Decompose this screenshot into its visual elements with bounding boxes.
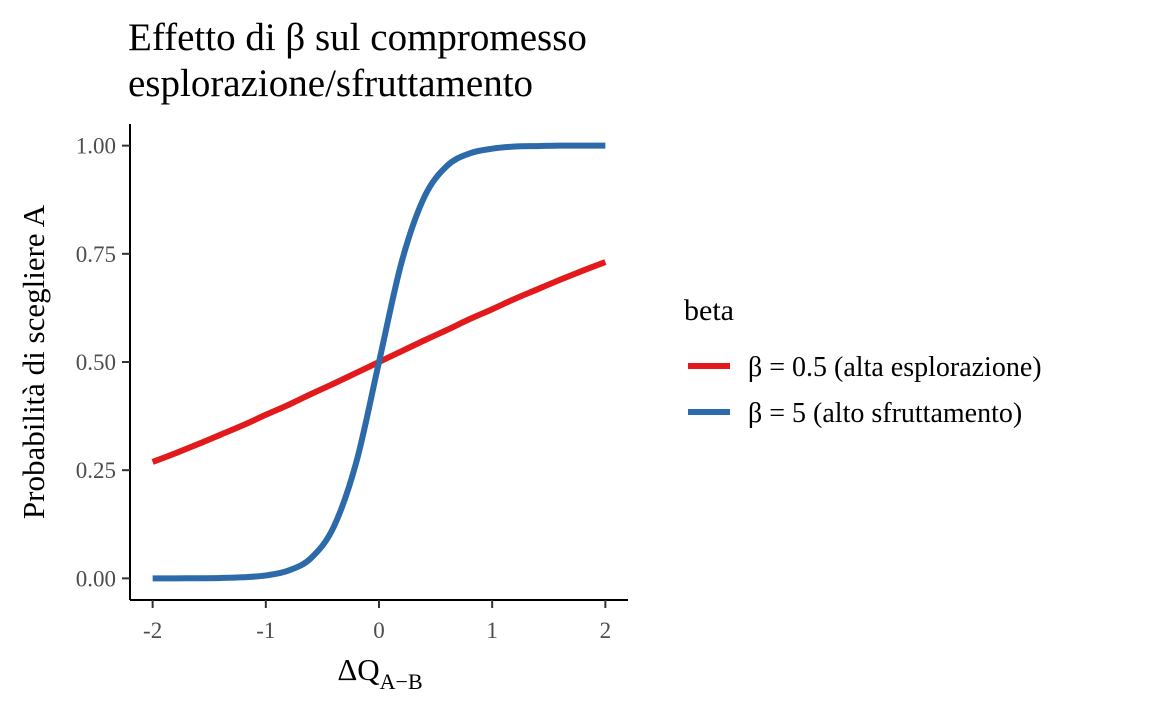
y-axis-title: Probabilità di scegliere A [16, 204, 51, 519]
legend-label-1: β = 0.5 (alta esplorazione) [748, 352, 1042, 383]
y-tick-label: 0.50 [76, 350, 116, 375]
legend-title: beta [684, 294, 734, 327]
x-axis-title: ΔQA−B [337, 652, 422, 694]
legend: beta β = 0.5 (alta esplorazione) β = 5 (a… [684, 294, 1042, 429]
chart-title: Effetto di β sul compromesso esplorazion… [128, 16, 587, 105]
x-tick-label: 1 [486, 618, 498, 643]
x-tick-label: 0 [373, 618, 385, 643]
legend-label-2: β = 5 (alto sfruttamento) [748, 398, 1022, 429]
x-tick-label: -2 [143, 618, 162, 643]
x-axis-ticks: -2 -1 0 1 2 [143, 600, 611, 643]
series-line-2 [152, 142, 606, 582]
x-axis-title-main: ΔQ [337, 652, 379, 687]
x-tick-label: -1 [256, 618, 275, 643]
legend-entries: β = 0.5 (alta esplorazione) β = 5 (alto s… [688, 352, 1042, 429]
y-tick-label: 0.25 [76, 458, 116, 483]
y-tick-label: 1.00 [76, 134, 116, 159]
y-tick-label: 0.00 [76, 566, 116, 591]
plot-area: -2 -1 0 1 2 0.00 0.25 0.50 0.75 1.00 [76, 124, 628, 643]
chart-title-line-1: Effetto di β sul compromesso [128, 16, 587, 59]
x-axis-title-subscript: A−B [380, 669, 423, 694]
y-axis-ticks: 0.00 0.25 0.50 0.75 1.00 [76, 134, 130, 591]
x-tick-label: 2 [600, 618, 612, 643]
chart-title-line-2: esplorazione/sfruttamento [128, 62, 533, 105]
y-tick-label: 0.75 [76, 242, 116, 267]
series-group [151, 142, 607, 582]
